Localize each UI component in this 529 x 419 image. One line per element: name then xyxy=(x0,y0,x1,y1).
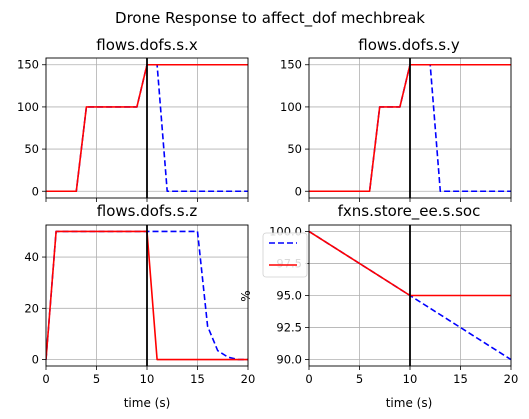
y-tick-label: 95.0 xyxy=(276,289,302,303)
axes-frame xyxy=(45,57,249,199)
subplot-top-right: flows.dofs.s.y 0 50 100 150 xyxy=(280,36,512,202)
subplot-title: fxns.store_ee.s.soc xyxy=(338,202,481,221)
y-tick-label: 92.5 xyxy=(276,321,302,335)
axes-frame xyxy=(308,224,512,367)
y-tick-label: 100 xyxy=(280,100,302,114)
x-tick-label: 20 xyxy=(241,372,256,386)
axes-frame xyxy=(308,57,512,199)
x-tick-label: 15 xyxy=(190,372,205,386)
x-tick-label: 15 xyxy=(453,372,468,386)
y-tick-label: 20 xyxy=(24,301,39,315)
subplot-bottom-left: flows.dofs.s.z time (s) 0 5 10 15 20 0 20 40 xyxy=(24,202,255,410)
y-tick-label: 0 xyxy=(32,184,39,198)
nominal-series-line xyxy=(46,63,248,193)
y-tick-label: 50 xyxy=(287,142,302,156)
subplot-title: flows.dofs.s.z xyxy=(97,202,198,220)
y-tick-label: 0 xyxy=(32,353,39,367)
faulty-series-line xyxy=(309,63,511,193)
faulty-series-line xyxy=(46,63,248,193)
y-tick-label: 40 xyxy=(24,250,39,264)
subplot-title: flows.dofs.s.y xyxy=(358,36,460,54)
x-tick-label: 5 xyxy=(93,372,100,386)
x-tick-label: 5 xyxy=(356,372,363,386)
x-tick-label: 10 xyxy=(140,372,155,386)
x-tick-label: 20 xyxy=(504,372,519,386)
subplot-bottom-right: fxns.store_ee.s.soc time (s) % 0 5 10 15 20 9… xyxy=(239,202,518,410)
y-tick-label: 0 xyxy=(295,184,302,198)
axes-frame xyxy=(45,224,249,367)
x-tick-label: 0 xyxy=(42,372,49,386)
y-tick-label: 50 xyxy=(24,142,39,156)
plot-area xyxy=(309,63,511,193)
x-axis-label: time (s) xyxy=(386,396,433,410)
y-tick-label: 100 xyxy=(17,100,39,114)
x-tick-label: 0 xyxy=(305,372,312,386)
y-tick-label: 90.0 xyxy=(276,353,302,367)
x-axis-label: time (s) xyxy=(124,396,171,410)
plot-area xyxy=(46,63,248,193)
figure-title: Drone Response to affect_dof mechbreak xyxy=(115,9,425,28)
legend xyxy=(262,232,308,278)
x-tick-label: 10 xyxy=(403,372,418,386)
subplot-top-left: flows.dofs.s.x 0 50 100 150 xyxy=(17,36,249,202)
subplot-title: flows.dofs.s.x xyxy=(96,36,198,54)
y-tick-label: 150 xyxy=(17,58,39,72)
legend-box xyxy=(262,232,308,278)
y-axis-label: % xyxy=(239,290,253,301)
y-tick-label: 150 xyxy=(280,58,302,72)
